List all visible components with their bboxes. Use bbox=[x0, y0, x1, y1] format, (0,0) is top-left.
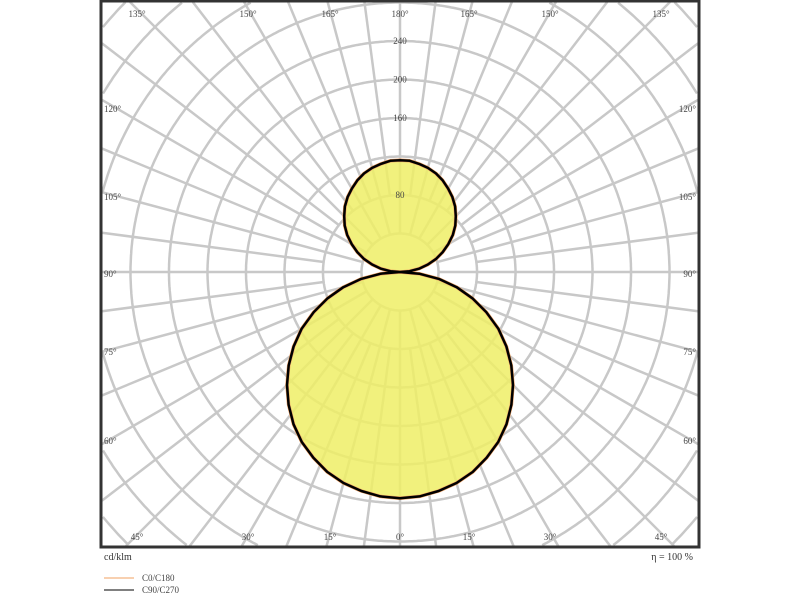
grid-spoke bbox=[101, 98, 368, 254]
grid-spoke bbox=[191, 1, 355, 212]
angle-label-right: 105° bbox=[679, 192, 697, 202]
angle-label-top: 150° bbox=[541, 9, 559, 19]
grid-ring bbox=[101, 1, 699, 546]
angle-label-right: 60° bbox=[683, 436, 696, 446]
angle-label-left: 60° bbox=[104, 436, 117, 446]
grid-spoke bbox=[101, 42, 340, 227]
legend-label-c90: C90/C270 bbox=[142, 585, 180, 595]
grid-spoke bbox=[436, 190, 699, 264]
radial-tick-label: 80 bbox=[396, 190, 406, 200]
angle-label-top: 180° bbox=[391, 9, 409, 19]
grid-spoke bbox=[101, 280, 364, 354]
chart-frame bbox=[99, 0, 701, 549]
angle-label-right: 90° bbox=[683, 269, 696, 279]
angle-label-right: 120° bbox=[679, 104, 697, 114]
unit-label: cd/klm bbox=[104, 552, 132, 563]
intensity-curves bbox=[285, 158, 515, 500]
grid-spoke bbox=[101, 300, 330, 397]
radial-tick-labels: 80 160 200 240 bbox=[393, 36, 407, 200]
angle-label-bottom: 0° bbox=[396, 532, 405, 542]
intensity-fill bbox=[287, 160, 513, 499]
grid-spoke bbox=[287, 1, 372, 202]
legend-label-c0: C0/C180 bbox=[142, 573, 175, 583]
angle-label-top: 135° bbox=[128, 9, 146, 19]
angle-label-left: 90° bbox=[104, 269, 117, 279]
grid-spoke bbox=[101, 280, 324, 313]
angle-label-left: 120° bbox=[104, 104, 122, 114]
radial-tick-label: 240 bbox=[393, 36, 407, 46]
angle-label-top: 135° bbox=[652, 9, 670, 19]
angle-label-left: 105° bbox=[104, 192, 122, 202]
angle-label-bottom: 15° bbox=[324, 532, 337, 542]
angle-label-bottom: 30° bbox=[544, 532, 557, 542]
grid-spoke bbox=[428, 1, 513, 202]
grid-spoke bbox=[476, 231, 699, 264]
grid-spoke bbox=[101, 231, 324, 264]
angle-label-bottom: 45° bbox=[655, 532, 668, 542]
grid-spoke bbox=[129, 1, 374, 246]
radial-tick-label: 160 bbox=[393, 113, 407, 123]
grid-ring bbox=[101, 1, 699, 547]
grid-ring bbox=[101, 1, 699, 546]
grid-spoke bbox=[476, 280, 699, 313]
grid-spoke bbox=[101, 147, 330, 244]
grid-spoke bbox=[445, 1, 609, 212]
angle-label-top: 165° bbox=[321, 9, 339, 19]
efficiency-label: η = 100 % bbox=[651, 552, 693, 563]
grid-spoke bbox=[470, 300, 699, 397]
grid-spoke bbox=[432, 98, 699, 254]
angle-label-left: 75° bbox=[104, 347, 117, 357]
angle-label-bottom: 45° bbox=[131, 532, 144, 542]
series-curve-c90-c270 bbox=[285, 159, 515, 500]
grid-spoke bbox=[436, 280, 699, 354]
grid-spoke bbox=[101, 190, 364, 264]
grid-spoke bbox=[470, 147, 699, 244]
grid-spoke bbox=[460, 42, 699, 227]
angle-labels: 135° 150° 165° 180° 165° 150° 135° 45° 30° 15° 0° 1… bbox=[104, 9, 696, 542]
grid-spoke bbox=[426, 1, 671, 246]
radial-tick-label: 200 bbox=[393, 75, 407, 85]
angle-label-bottom: 15° bbox=[463, 532, 476, 542]
angle-label-bottom: 30° bbox=[242, 532, 255, 542]
angle-label-top: 150° bbox=[239, 9, 257, 19]
angle-label-right: 75° bbox=[683, 347, 696, 357]
angle-label-top: 165° bbox=[460, 9, 478, 19]
